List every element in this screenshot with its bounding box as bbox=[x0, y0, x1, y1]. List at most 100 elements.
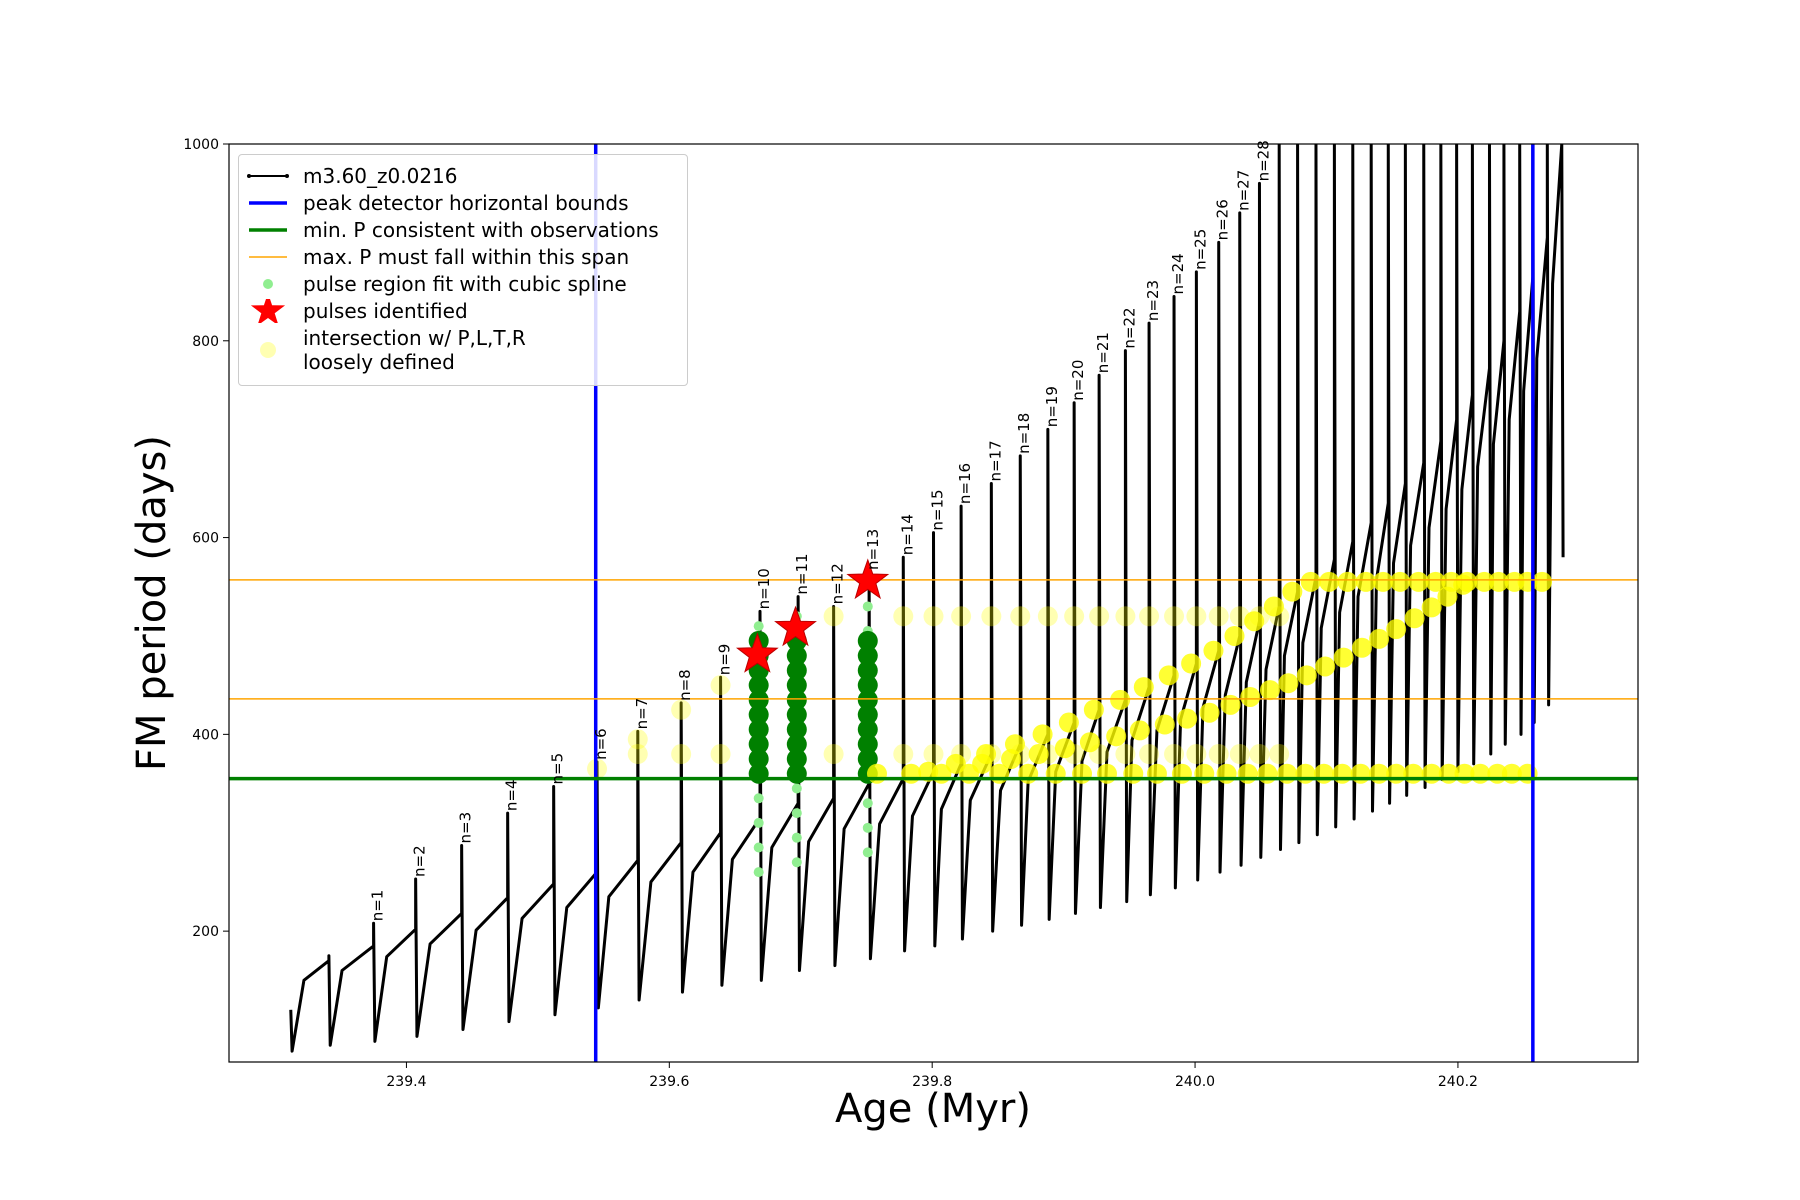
marker-point bbox=[1390, 571, 1411, 592]
marker-point bbox=[1129, 720, 1150, 741]
marker-point bbox=[627, 729, 648, 750]
legend-entry: max. P must fall within this span bbox=[239, 245, 687, 269]
marker-point bbox=[1177, 708, 1198, 729]
marker-point bbox=[1010, 744, 1031, 765]
marker-point bbox=[857, 660, 878, 681]
marker-point bbox=[1089, 744, 1110, 765]
pulse-label: n=25 bbox=[1191, 229, 1209, 270]
marker-point bbox=[931, 763, 952, 784]
series-line bbox=[289, 144, 1565, 1053]
marker-point bbox=[951, 744, 972, 765]
pulse-label: n=24 bbox=[1169, 253, 1187, 294]
marker-point bbox=[786, 660, 807, 681]
marker-point bbox=[1079, 732, 1100, 753]
legend-swatch bbox=[250, 299, 286, 323]
legend-entry: pulse region fit with cubic spline bbox=[239, 272, 687, 296]
marker-point bbox=[1386, 619, 1407, 640]
marker-point bbox=[866, 763, 887, 784]
x-tick-label: 240.2 bbox=[1438, 1074, 1478, 1090]
marker-point bbox=[748, 748, 769, 769]
fit-point bbox=[862, 847, 873, 858]
marker-point bbox=[786, 748, 807, 769]
swatch-star bbox=[250, 299, 286, 323]
marker-point bbox=[1332, 763, 1353, 784]
marker-point bbox=[710, 744, 731, 765]
marker-point bbox=[1453, 574, 1474, 595]
fit-point bbox=[791, 808, 802, 819]
legend-entry: intersection w/ P,L,T,R loosely defined bbox=[239, 326, 687, 374]
marker-point bbox=[1269, 744, 1290, 765]
marker-point bbox=[1186, 744, 1207, 765]
fit-point bbox=[862, 798, 873, 809]
legend-label: min. P consistent with observations bbox=[303, 218, 659, 242]
marker-point bbox=[1123, 763, 1144, 784]
y-tick-label: 600 bbox=[192, 531, 219, 547]
marker-point bbox=[857, 704, 878, 725]
pulse-label: n=4 bbox=[503, 779, 521, 811]
marker-point bbox=[627, 744, 648, 765]
marker-point bbox=[1229, 606, 1250, 627]
pulse-label: n=5 bbox=[549, 753, 567, 785]
pulse-label: n=23 bbox=[1144, 280, 1162, 321]
marker-point bbox=[1403, 763, 1424, 784]
marker-point bbox=[1133, 677, 1154, 698]
marker-point bbox=[923, 606, 944, 627]
pulse-label: n=16 bbox=[956, 463, 974, 504]
swatch-dot bbox=[263, 279, 273, 289]
pulse-label: n=9 bbox=[716, 644, 734, 676]
x-axis-label: Age (Myr) bbox=[835, 1086, 1031, 1132]
marker-point bbox=[1208, 744, 1229, 765]
pulse-label: n=8 bbox=[676, 669, 694, 701]
marker-point bbox=[1164, 606, 1185, 627]
legend-entry: peak detector horizontal bounds bbox=[239, 191, 687, 215]
marker-point bbox=[1313, 763, 1334, 784]
marker-point bbox=[1319, 571, 1340, 592]
fit-point bbox=[753, 817, 764, 828]
marker-point bbox=[857, 689, 878, 710]
swatch-dot bbox=[247, 174, 251, 178]
marker-point bbox=[1369, 628, 1390, 649]
marker-point bbox=[1115, 744, 1136, 765]
marker-point bbox=[786, 675, 807, 696]
pulse-label: n=3 bbox=[457, 812, 475, 844]
legend-label: pulses identified bbox=[303, 299, 468, 323]
marker-point bbox=[1295, 763, 1316, 784]
y-axis-label: FM period (days) bbox=[129, 435, 175, 771]
marker-point bbox=[1350, 763, 1371, 784]
fit-point bbox=[753, 842, 764, 853]
marker-point bbox=[1072, 763, 1093, 784]
marker-point bbox=[1408, 571, 1429, 592]
fit-point bbox=[791, 783, 802, 794]
pulse-label: n=11 bbox=[793, 553, 811, 594]
pulse-label: n=17 bbox=[986, 440, 1004, 481]
fit-point bbox=[753, 621, 764, 632]
marker-point bbox=[1282, 581, 1303, 602]
marker-point bbox=[857, 645, 878, 666]
marker-point bbox=[1181, 653, 1202, 674]
marker-point bbox=[1421, 763, 1442, 784]
marker-point bbox=[1064, 744, 1085, 765]
legend-entry: pulses identified bbox=[239, 299, 687, 323]
marker-point bbox=[1028, 744, 1049, 765]
marker-point bbox=[1296, 665, 1317, 686]
marker-point bbox=[1032, 724, 1053, 745]
pulse-label: n=22 bbox=[1120, 307, 1138, 348]
marker-point bbox=[1240, 686, 1261, 707]
marker-point bbox=[951, 606, 972, 627]
marker-point bbox=[1045, 763, 1066, 784]
pulse-label: n=10 bbox=[755, 568, 773, 609]
swatch-dot bbox=[260, 342, 276, 358]
legend-label: m3.60_z0.0216 bbox=[303, 164, 458, 188]
marker-point bbox=[1425, 571, 1446, 592]
marker-point bbox=[748, 719, 769, 740]
marker-point bbox=[857, 630, 878, 651]
pulse-star bbox=[846, 558, 890, 600]
pulse-label: n=21 bbox=[1094, 332, 1112, 373]
marker-point bbox=[748, 675, 769, 696]
marker-point bbox=[1220, 694, 1241, 715]
marker-point bbox=[1037, 744, 1058, 765]
y-tick-label: 800 bbox=[192, 334, 219, 350]
pulse-label: n=12 bbox=[829, 563, 847, 604]
